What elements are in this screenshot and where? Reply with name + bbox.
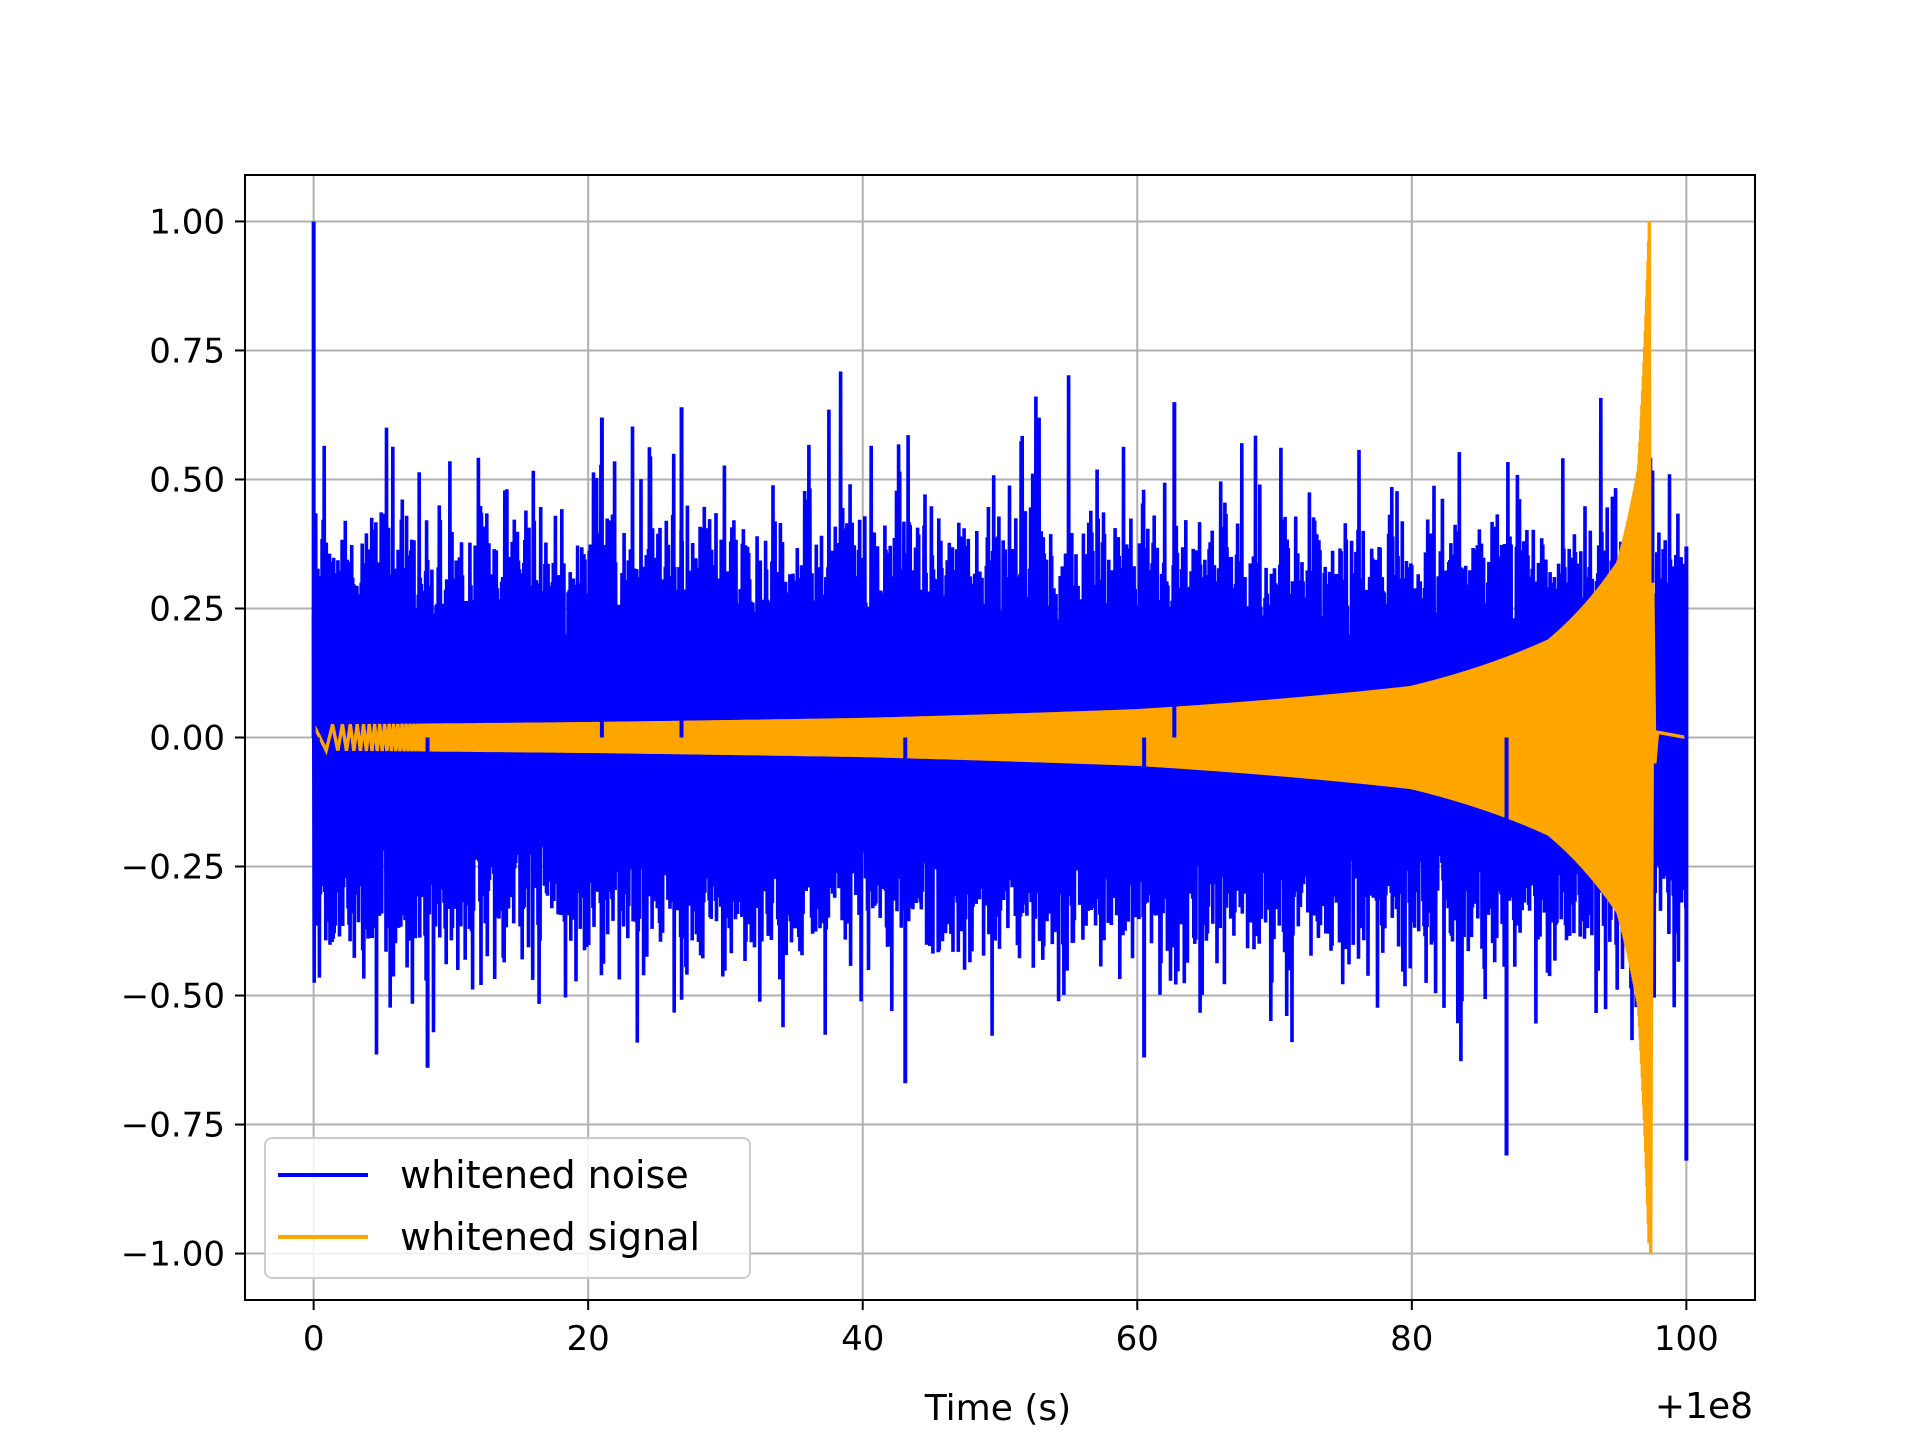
legend-label-whitened-signal: whitened signal <box>400 1215 700 1259</box>
x-axis-label: Time (s) <box>924 1388 1071 1429</box>
x-tick-label: 80 <box>1390 1319 1433 1359</box>
legend-box <box>264 1137 751 1279</box>
y-tick-label: −0.50 <box>121 977 225 1017</box>
y-axis: 1.00 0.75 0.50 0.25 0.00 −0.25 −0.50 −0.75 −1.00 <box>121 202 245 1275</box>
series-line-whitened-signal <box>312 221 1687 1254</box>
y-tick-label: 0.25 <box>149 589 225 629</box>
y-tick-label: −0.75 <box>121 1106 225 1146</box>
x-axis-offset-label: +1e8 <box>1655 1386 1753 1427</box>
legend-label-whitened-noise: whitened noise <box>400 1153 689 1197</box>
y-tick-label: −1.00 <box>121 1235 225 1275</box>
y-tick-label: 0.75 <box>149 331 225 371</box>
series-line-whitened-noise <box>311 371 1689 1062</box>
y-tick-label: −0.25 <box>121 848 225 888</box>
y-tick-label: 1.00 <box>149 202 225 242</box>
x-tick-label: 100 <box>1654 1319 1719 1359</box>
x-axis: 0 20 40 60 80 100 <box>303 1300 1719 1359</box>
y-tick-label: 0.00 <box>149 719 225 759</box>
x-tick-label: 0 <box>303 1319 325 1359</box>
x-tick-label: 20 <box>567 1319 610 1359</box>
x-tick-label: 60 <box>1116 1319 1159 1359</box>
legend: whitened noise whitened signal <box>264 1137 751 1279</box>
y-tick-label: 0.50 <box>149 460 225 500</box>
series-layer <box>311 221 1689 1254</box>
x-tick-label: 40 <box>841 1319 884 1359</box>
